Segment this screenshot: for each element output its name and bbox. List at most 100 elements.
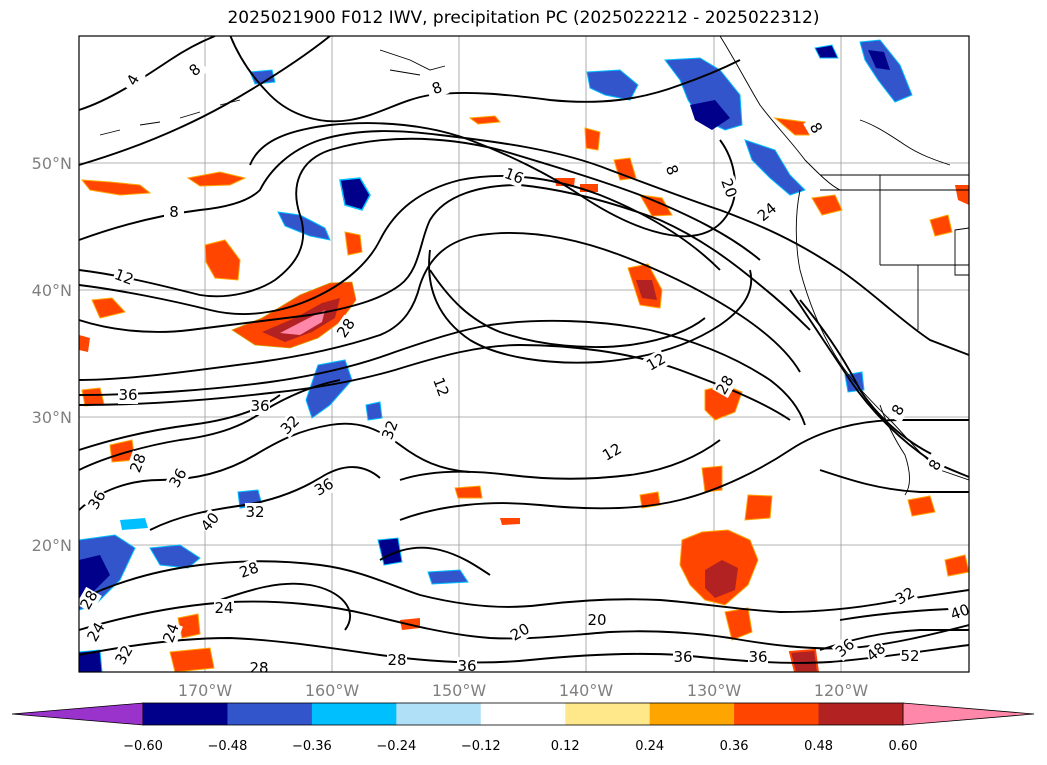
contour-label-bg [310, 474, 338, 500]
contour-label-bg [79, 586, 102, 614]
colorbar-tick-label: −0.12 [461, 739, 501, 754]
contour-label-bg [332, 314, 360, 342]
contour-label: 36 [250, 397, 269, 415]
contour-label-bg [276, 411, 304, 439]
contour-label-bg [660, 157, 684, 183]
colorbar-tick-label: 0.24 [635, 739, 664, 754]
colorbar-tick-label: −0.36 [292, 739, 332, 754]
contour-label-bg [250, 397, 270, 415]
contour-label: 24 [159, 621, 182, 645]
contour-label-bg [922, 451, 948, 479]
colorbar: −0.60 −0.48 −0.36 −0.24 −0.12 0.12 0.24 0.36 0.4… [11, 702, 1035, 754]
contour-label-bg [587, 611, 607, 629]
contour-label-bg [164, 203, 184, 221]
contour-label-bg [947, 600, 969, 624]
colorbar-under-arrow [11, 702, 144, 726]
contour-label: 36 [673, 648, 692, 666]
iwv-contours [79, 36, 969, 664]
contour-label-bg [159, 620, 183, 646]
colorbar-segment [227, 703, 313, 725]
contour-label: 36 [457, 657, 476, 675]
colorbar-tick-label: 0.36 [720, 739, 749, 754]
contour-label: 28 [387, 651, 406, 669]
contour-label-bg [862, 638, 890, 666]
colorbar-tick-label: −0.48 [208, 739, 248, 754]
contour-label: 32 [378, 418, 401, 442]
contour-label-bg [120, 66, 146, 94]
map-background [79, 36, 969, 672]
colorbar-tick-label: −0.60 [123, 739, 163, 754]
colorbar-segment [311, 703, 397, 725]
contour-label-bg [214, 599, 234, 617]
contour-label-bg [196, 508, 224, 536]
contour-label-bg [111, 641, 137, 669]
contour-label-bg [111, 265, 137, 289]
colorbar-tick-label: −0.24 [376, 739, 416, 754]
contour-label: 12 [112, 265, 136, 288]
contour-label-bg [457, 657, 477, 672]
contour-label-bg [501, 164, 527, 188]
contour-label-bg [84, 486, 110, 514]
lon-label-120w: 120°W [814, 681, 869, 700]
lon-label-130w: 130°W [687, 681, 742, 700]
colorbar-tick-label: 0.48 [804, 739, 833, 754]
colorbar-over-arrow [902, 702, 1035, 726]
contour-label: 24 [214, 599, 233, 617]
contour-label: 8 [169, 203, 179, 221]
map-title: 2025021900 F012 IWV, precipitation PC (2… [227, 8, 820, 28]
colorbar-tick-label: 0.12 [551, 739, 580, 754]
contour-label-bg [236, 558, 262, 582]
contour-label: 20 [587, 611, 606, 629]
contour-label-bg [249, 659, 269, 672]
contour-label-bg [387, 651, 407, 669]
colorbar-segment [565, 703, 651, 725]
lat-label-30: 30°N [32, 408, 72, 427]
contour-label-bg [753, 198, 781, 226]
colorbar-segment [396, 703, 482, 725]
contour-label: 36 [748, 648, 767, 666]
contour-label-bg [181, 56, 209, 84]
contour-label-bg [83, 618, 109, 646]
contour-label-bg [900, 647, 920, 665]
lat-label-50: 50°N [32, 154, 72, 173]
contour-label-bg [245, 503, 265, 521]
contour-label: 28 [237, 558, 261, 581]
colorbar-segment [480, 703, 566, 725]
contour-label-bg [673, 648, 693, 666]
contour-label: 20 [717, 176, 740, 200]
contour-label-bg [831, 634, 859, 662]
lat-label-40: 40°N [32, 281, 72, 300]
contour-label-bg [891, 583, 919, 609]
lon-label-160w: 160°W [305, 681, 360, 700]
contour-label: 16 [502, 164, 526, 187]
contour-label: 36 [118, 386, 137, 404]
contour-label: 12 [429, 375, 452, 399]
contour-label-bg [165, 464, 191, 492]
colorbar-outline [142, 702, 904, 726]
colorbar-segment [818, 703, 904, 725]
contour-label-bg [712, 371, 738, 399]
contour-label-bg [598, 439, 626, 465]
contour-label: 28 [249, 659, 268, 677]
coastlines [99, 36, 969, 496]
colorbar-segment [649, 703, 735, 725]
colorbar-segment [734, 703, 820, 725]
contour-label: 28 [126, 451, 149, 475]
contour-label-bg [506, 619, 534, 645]
lat-label-20: 20°N [32, 536, 72, 555]
contour-label-bg [717, 175, 741, 201]
contour-label-bg [803, 114, 829, 142]
contour-label: 52 [900, 647, 919, 665]
contour-label: 40 [948, 600, 972, 623]
map-frame [78, 35, 970, 673]
colorbar-tick-label: 0.60 [889, 739, 918, 754]
lon-label-170w: 170°W [178, 681, 233, 700]
colorbar-segment [143, 703, 228, 725]
lon-label-140w: 140°W [559, 681, 614, 700]
contour-label-bg [118, 386, 138, 404]
contour-label-bg [424, 76, 450, 100]
contour-label-bg [378, 417, 402, 443]
contour-label-bg [748, 648, 768, 666]
contour-label-bg [642, 349, 670, 375]
